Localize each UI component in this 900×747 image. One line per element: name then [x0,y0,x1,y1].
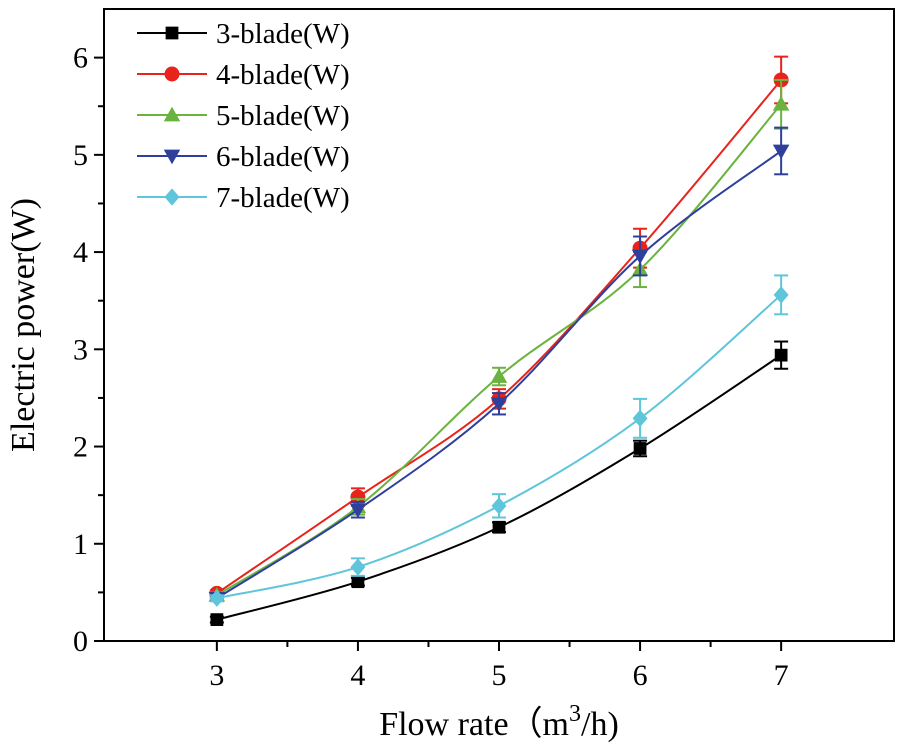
x-tick-label-7: 7 [774,659,789,692]
y-tick-label-1: 1 [73,528,88,561]
y-tick-label-6: 6 [73,42,88,75]
series-layer [208,55,790,626]
y-axis-title: Electric power(W) [5,198,42,452]
x-axis: 3 4 5 6 7 [209,641,789,692]
x-tick-label-3: 3 [209,659,224,692]
legend-label-4-blade: 4-blade(W) [216,59,350,91]
data-point-6-blade [772,144,790,160]
data-point-3-blade [210,613,224,626]
legend-item-6-blade: 6-blade(W) [137,141,350,173]
data-point-3-blade [633,442,647,455]
legend-label-6-blade: 6-blade(W) [216,141,350,173]
legend: 3-blade(W) 4-blade(W) 5-blade(W) 6-blade(W)… [137,18,350,214]
data-point-6-blade [349,503,367,518]
y-tick-label-0: 0 [73,625,88,658]
data-point-7-blade [350,558,366,576]
data-point-3-blade [492,520,506,534]
legend-marker-3-blade [165,26,179,40]
series-3-blade [209,340,789,626]
x-tick-label-4: 4 [350,659,365,692]
legend-marker-4-blade [164,66,180,82]
data-point-6-blade [631,249,649,265]
series-line-7-blade [216,294,782,600]
x-tick-label-5: 5 [492,659,507,692]
legend-marker-7-blade [164,188,180,206]
y-tick-label-5: 5 [73,139,88,172]
data-point-4-blade [350,489,366,505]
x-axis-title: Flow rate（m3/h) [379,701,619,743]
x-axis-title-superscript: 3 [569,701,581,727]
x-tick-label-6: 6 [633,659,648,692]
series-7-blade [209,274,789,607]
legend-marker-5-blade [163,106,181,122]
y-axis: 0 1 2 3 4 5 6 [73,42,104,658]
data-point-7-blade [773,286,789,304]
data-point-5-blade [490,368,508,383]
data-point-6-blade [490,397,508,413]
data-point-7-blade [632,409,648,427]
legend-label-7-blade: 7-blade(W) [216,182,350,214]
legend-label-5-blade: 5-blade(W) [216,100,350,132]
y-tick-label-2: 2 [73,431,88,464]
data-point-5-blade [772,96,790,111]
legend-marker-6-blade [163,149,181,165]
y-tick-label-4: 4 [73,236,88,269]
data-point-7-blade [209,589,225,607]
series-4-blade [209,55,789,601]
x-axis-title-suffix: /h) [581,706,619,743]
legend-label-3-blade: 3-blade(W) [216,18,350,50]
data-point-7-blade [491,497,507,515]
legend-item-5-blade: 5-blade(W) [137,100,350,132]
legend-item-4-blade: 4-blade(W) [137,59,350,91]
y-tick-label-3: 3 [73,333,88,366]
legend-item-3-blade: 3-blade(W) [137,18,350,50]
data-point-3-blade [774,348,788,362]
legend-item-7-blade: 7-blade(W) [137,182,350,214]
data-point-3-blade [351,575,365,589]
